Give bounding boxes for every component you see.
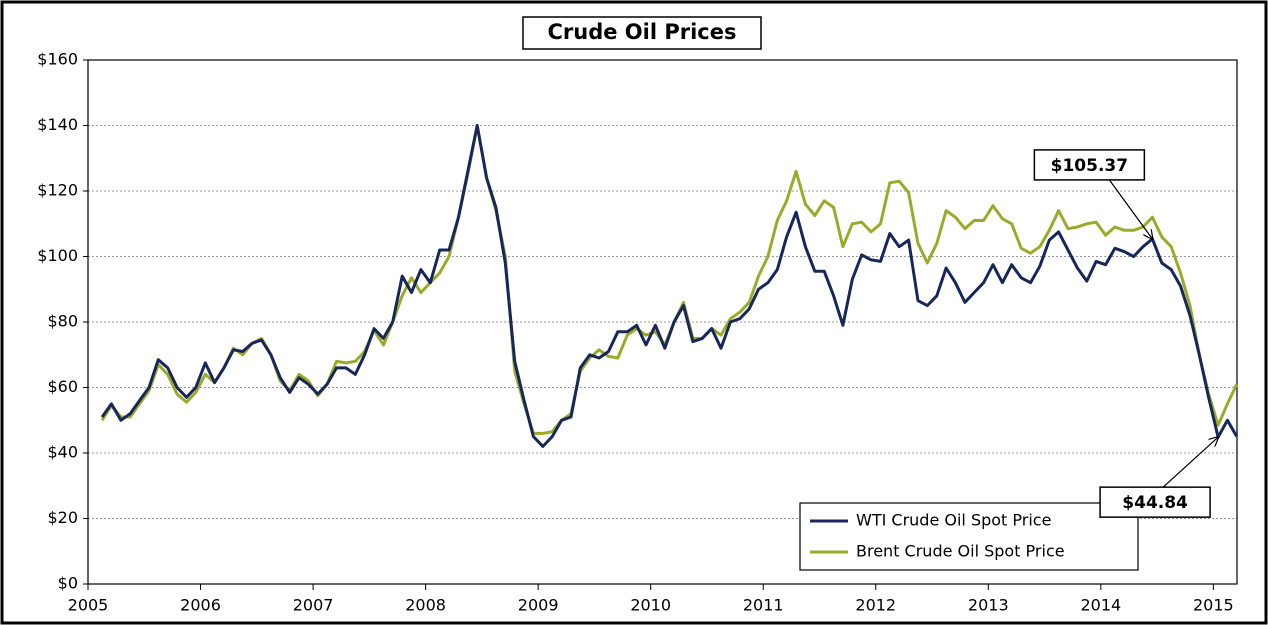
x-tick-label: 2005 bbox=[68, 596, 109, 615]
annotation-box bbox=[1033, 149, 1146, 181]
annotation-label: $44.84 bbox=[1122, 493, 1188, 513]
x-tick-label: 2013 bbox=[968, 596, 1009, 615]
x-tick-label: 2009 bbox=[518, 596, 559, 615]
legend-label: WTI Crude Oil Spot Price bbox=[856, 511, 1051, 530]
x-tick-label: 2008 bbox=[405, 596, 446, 615]
y-tick-label: $40 bbox=[47, 443, 78, 462]
plot-area bbox=[87, 59, 1238, 585]
annotation-arrow bbox=[1162, 437, 1218, 488]
annotation-box bbox=[1099, 486, 1211, 518]
x-tick-label: 2006 bbox=[180, 596, 221, 615]
title-box bbox=[522, 16, 762, 50]
y-tick-label: $120 bbox=[37, 181, 78, 200]
legend-box bbox=[799, 502, 1139, 571]
series-line bbox=[100, 124, 1239, 448]
y-tick-label: $140 bbox=[37, 115, 78, 134]
x-tick-label: 2014 bbox=[1080, 596, 1121, 615]
y-tick-label: $60 bbox=[47, 377, 78, 396]
y-tick-label: $100 bbox=[37, 246, 78, 265]
x-tick-label: 2012 bbox=[855, 596, 896, 615]
chart-title: Crude Oil Prices bbox=[548, 20, 737, 44]
annotation-label: $105.37 bbox=[1051, 156, 1128, 176]
y-tick-label: $160 bbox=[37, 50, 78, 69]
y-tick-label: $0 bbox=[58, 574, 78, 593]
annotation-arrow bbox=[1108, 179, 1152, 239]
x-tick-label: 2010 bbox=[630, 596, 671, 615]
x-tick-label: 2015 bbox=[1193, 596, 1234, 615]
y-tick-label: $20 bbox=[47, 508, 78, 527]
x-tick-label: 2007 bbox=[293, 596, 334, 615]
y-tick-label: $80 bbox=[47, 312, 78, 331]
x-tick-label: 2011 bbox=[743, 596, 784, 615]
legend-label: Brent Crude Oil Spot Price bbox=[856, 542, 1065, 561]
